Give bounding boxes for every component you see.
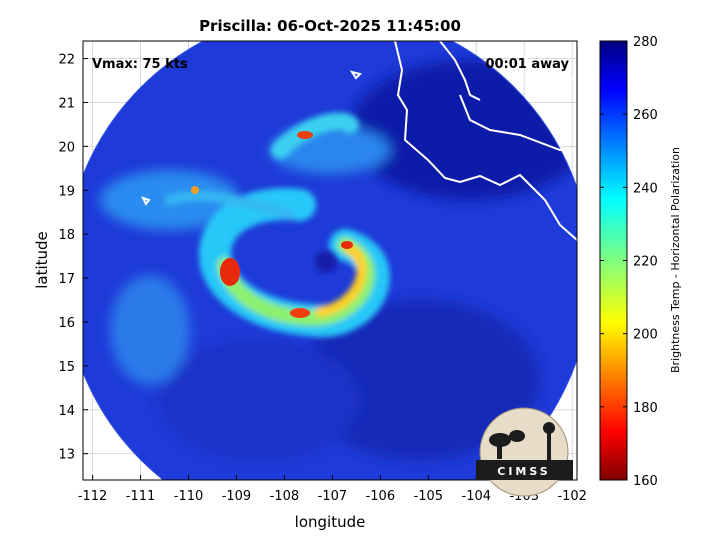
x-tick-label: -104 (462, 489, 492, 504)
y-tick-label: 16 (58, 316, 75, 331)
colorbar-tick-label: 180 (633, 401, 658, 416)
tower-mast-icon (547, 432, 551, 462)
coastline (141, 41, 577, 241)
hot-spot (297, 131, 313, 139)
hot-spot (341, 241, 353, 249)
x-tick-label: -102 (557, 489, 587, 504)
plot-area: -112 -111 -110 -109 -108 -107 -106 -105 -104 -103… (58, 40, 587, 504)
y-tick-label: 21 (58, 96, 75, 111)
brightness-temperature-swath (83, 41, 577, 480)
hot-spot (220, 258, 240, 286)
x-tick-label: -105 (414, 489, 444, 504)
satellite-dish-icon (509, 430, 525, 442)
spiral-band (315, 243, 367, 317)
logo-text: CIMSS (497, 465, 550, 478)
tower-ball-icon (543, 422, 555, 434)
swath-dark-region (300, 300, 540, 460)
outer-band (271, 112, 359, 159)
colorbar-tick-label: 200 (633, 328, 658, 343)
x-tick-label: -110 (174, 489, 204, 504)
x-tick-label: -107 (318, 489, 348, 504)
y-tick-label: 14 (58, 404, 75, 419)
satellite-dish-icon (489, 433, 511, 447)
swath-dark-region (160, 340, 360, 460)
x-tick-label: -108 (270, 489, 300, 504)
y-tick-label: 15 (58, 360, 75, 375)
y-tick-label: 18 (58, 228, 75, 243)
colorbar-label: Brightness Temp - Horizontal Polarizatio… (669, 147, 682, 373)
x-axis-label: longitude (295, 513, 366, 531)
colorbar-gradient (599, 40, 628, 481)
x-tick-label: -111 (126, 489, 156, 504)
y-tick-label: 22 (58, 53, 75, 68)
dish-mount-icon (497, 445, 502, 459)
y-tick-label: 19 (58, 184, 75, 199)
y-tick-label: 17 (58, 272, 75, 287)
colorbar-tick-label: 240 (633, 181, 658, 196)
axis-ticks: -112 -111 -110 -109 -108 -107 -106 -105 -104 -103… (58, 53, 587, 504)
colorbar: 160 180 200 220 240 260 280 Brightness Temp - … (599, 35, 682, 489)
eye (315, 251, 337, 273)
vmax-annotation: Vmax: 75 kts (92, 57, 188, 72)
x-tick-label: -106 (366, 489, 396, 504)
y-tick-label: 13 (58, 448, 75, 463)
logo-building (476, 460, 573, 480)
colorbar-tick-label: 280 (633, 35, 658, 50)
colorbar-tick-label: 260 (633, 108, 658, 123)
colorbar-tick-label: 220 (633, 255, 658, 270)
y-tick-label: 20 (58, 140, 75, 155)
x-tick-label: -112 (78, 489, 108, 504)
outer-band (165, 191, 295, 220)
plot-frame (82, 40, 578, 481)
chart-title: Priscilla: 06-Oct-2025 11:45:00 (199, 17, 461, 35)
time-away-annotation: 00:01 away (485, 57, 569, 72)
colorbar-ticks: 160 180 200 220 240 260 280 (600, 35, 658, 489)
colorbar-tick-label: 160 (633, 474, 658, 489)
outer-rainband (110, 275, 190, 385)
hot-spot (191, 186, 199, 194)
cimss-logo: CIMSS (476, 407, 573, 497)
convective-cores (191, 131, 353, 318)
y-axis-label: latitude (33, 231, 51, 289)
x-tick-label: -109 (222, 489, 252, 504)
logo-disc (479, 407, 569, 497)
hot-spot (290, 308, 310, 318)
